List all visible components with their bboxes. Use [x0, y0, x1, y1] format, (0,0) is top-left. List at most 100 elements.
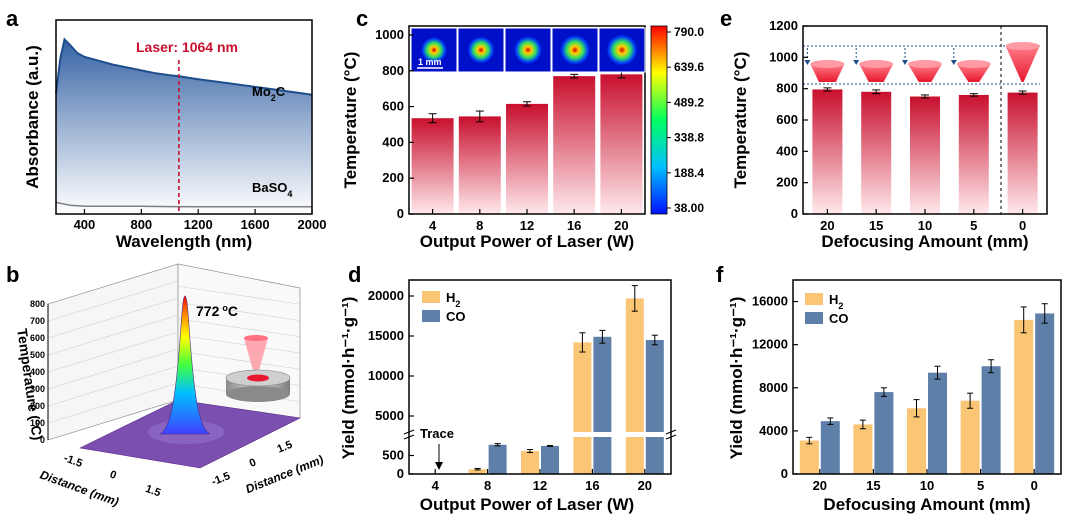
laser-annotation: Laser: 1064 nm [136, 39, 238, 55]
z-tick-label: 200 [30, 401, 45, 411]
laser-cone-top [810, 60, 845, 68]
panel-d-bars [416, 285, 664, 474]
laser-cone-icon [810, 64, 845, 82]
panel-f-yield-vs-defocus: 0 4000 8000 12000 16000 20 15 10 5 0 H2 CO Defoc… [727, 279, 1062, 514]
x-tick-label: 5 [977, 478, 984, 493]
panel-d-yield-vs-power: 0 500 5000 10000 15000 20000 4 8 12 16 20 H2 CO T… [339, 279, 677, 514]
y-tick-label: 500 [382, 448, 404, 463]
co-bar [593, 336, 612, 474]
x-tick-label: 8 [484, 478, 491, 493]
x-tick-label: 8 [476, 218, 483, 233]
temperature-peak [159, 295, 211, 435]
z-tick-label: 300 [30, 384, 45, 394]
panel-a-x-ticks: 400 800 1200 1600 2000 [74, 209, 326, 232]
panel-f-y-axis-label: Yield (mmol·h⁻¹·g⁻¹) [727, 297, 746, 460]
x-tick-label: 10 [918, 218, 932, 233]
y-tick-label: 400 [382, 134, 404, 149]
legend-co-swatch [805, 312, 823, 324]
panel-d-x-ticks: 4 8 12 16 20 [432, 469, 652, 493]
grid-line [47, 280, 179, 322]
h2-bar [468, 469, 487, 474]
y-tick-label: 1.5 [276, 439, 295, 456]
panel-e-y-axis-label: Temperature (°C) [731, 52, 750, 189]
x-tick-label: 12 [520, 218, 534, 233]
co-bar [874, 392, 894, 474]
x-tick-label: 10 [920, 478, 934, 493]
laser-cone-icon [908, 64, 942, 82]
panel-f-bars [799, 303, 1055, 474]
y-tick-label: 200 [776, 175, 798, 190]
peak-temperature-label: 772 oC [196, 303, 238, 319]
y-tick-label: 4000 [759, 423, 788, 438]
y-tick-label: 0 [248, 457, 258, 470]
h2-bar [799, 440, 819, 474]
trace-arrow-head [435, 462, 443, 470]
mo2c-label: Mo2C [252, 84, 286, 103]
y-tick-label: 12000 [752, 337, 788, 352]
h2-bar [625, 298, 644, 474]
thermal-hot-spot [514, 36, 542, 64]
laser-cone-top [1005, 42, 1040, 50]
y-tick-label: 20000 [368, 288, 404, 303]
y-tick-label: 800 [776, 81, 798, 96]
legend-co-swatch [422, 310, 440, 322]
x-tick-label: 20 [614, 218, 628, 233]
x-tick-label: 0 [108, 468, 118, 481]
y-tick-label: 600 [382, 99, 404, 114]
defocus-arrow-head [902, 60, 908, 65]
colorbar [650, 25, 668, 215]
panel-letter-e: e [720, 6, 732, 31]
grid-line [47, 314, 179, 356]
colorbar-tick-label: 639.6 [674, 60, 704, 74]
laser-cone-top [956, 60, 991, 68]
panel-letter-d: d [348, 262, 361, 287]
h2-bar [1014, 319, 1034, 474]
z-tick-label: 0 [40, 435, 45, 445]
panel-f-y-ticks: 0 4000 8000 12000 16000 [752, 294, 798, 481]
panel-a-y-axis-label: Absorbance (a.u.) [23, 45, 42, 189]
y-tick-label: 200 [382, 170, 404, 185]
panel-c-x-ticks: 4 8 12 16 20 [429, 209, 629, 233]
grid-line [177, 350, 301, 370]
legend-h2-swatch [805, 293, 823, 305]
x-tick-label: 12 [533, 478, 547, 493]
z-tick-label: 700 [30, 316, 45, 326]
panel-c-y-axis-label: Temperature (°C) [341, 52, 360, 189]
panel-e-x-ticks: 20 15 10 5 0 [820, 209, 1026, 233]
panel-b-temperature-surface: 0 100 200 300 400 500 600 700 800 -1.5 0 1.5 -1.5 0… [14, 263, 325, 509]
co-bar [488, 444, 507, 474]
panel-f-x-axis-label: Defocusing Amount (mm) [823, 495, 1030, 514]
y-tick-label: 15000 [368, 328, 404, 343]
panel-c-x-axis-label: Output Power of Laser (W) [420, 232, 634, 251]
x-tick-label: 1200 [184, 217, 213, 232]
co-bar [928, 372, 947, 474]
panel-d-legend: H2 CO [422, 290, 466, 324]
laser-cone-top [244, 335, 268, 341]
y-tick-label: 0 [781, 466, 788, 481]
grid-line [47, 365, 179, 407]
scale-bar-label: 1 mm [418, 57, 442, 67]
temperature-bar [506, 103, 548, 214]
laser-cone-icon [859, 64, 894, 82]
laser-cone-icon [1005, 46, 1040, 82]
x-tick-label: 0 [1019, 218, 1026, 233]
laser-spot [247, 374, 269, 382]
axis-break-marks [403, 429, 677, 440]
temperature-bar [861, 91, 892, 214]
colorbar-tick-label: 38.00 [674, 201, 704, 215]
y-tick-label: 1000 [769, 49, 798, 64]
co-bar [645, 340, 664, 474]
temperature-bar [411, 118, 454, 214]
x-tick-label: 1.5 [144, 483, 162, 500]
legend-h2-swatch [422, 291, 440, 303]
panel-c-temperature-vs-power: 1 mm 0 200 400 600 800 1000 4 8 12 16 20 790.0 639… [341, 25, 704, 251]
z-tick-label: 800 [30, 299, 45, 309]
co-bar [981, 366, 1001, 474]
defocus-cone-illustrations [804, 42, 1040, 82]
panel-e-bars [812, 87, 1038, 214]
x-tick-label: 16 [567, 218, 581, 233]
panel-letter-a: a [6, 6, 19, 31]
grid-line [47, 348, 179, 390]
defocus-arrow-head [950, 60, 957, 65]
h2-bar [853, 424, 873, 474]
